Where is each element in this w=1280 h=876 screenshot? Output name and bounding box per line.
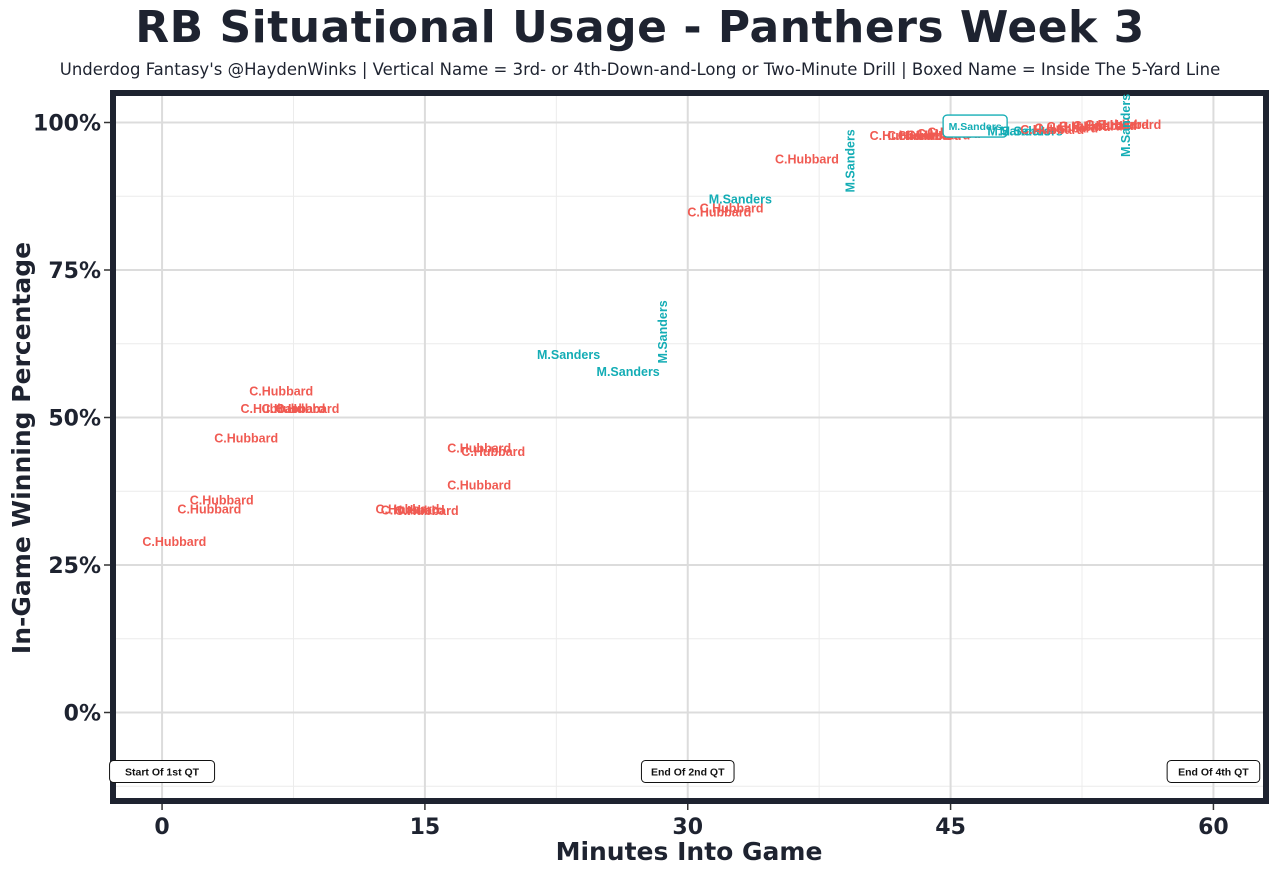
quarter-annotation-box: [109, 760, 216, 783]
point-label: M.Sanders: [844, 129, 858, 192]
point-label: C.Hubbard: [461, 445, 525, 459]
x-tick-label: 0: [154, 815, 169, 840]
point-label-box: [942, 114, 1008, 138]
point-label: C.Hubbard: [687, 206, 751, 220]
point-label: C.Hubbard: [887, 129, 951, 143]
point-label: C.Hubbard: [276, 402, 340, 416]
point-label: C.Hubbard: [249, 384, 313, 398]
point-label: C.Hubbard: [241, 402, 305, 416]
chart-title: RB Situational Usage - Panthers Week 3: [135, 2, 1145, 53]
grid-lines: [113, 93, 1266, 801]
quarter-annotation-box: [640, 760, 735, 783]
point-label: C.Hubbard: [1097, 118, 1161, 132]
point-label: C.Hubbard: [177, 502, 241, 516]
point-label: C.Hubbard: [1085, 118, 1149, 132]
point-label: C.Hubbard: [447, 478, 511, 492]
point-label: C.Hubbard: [1034, 121, 1098, 135]
panel-border: [110, 90, 1269, 804]
x-tick-label: 30: [672, 815, 703, 840]
y-tick-label: 25%: [48, 554, 101, 579]
quarter-annotation-label: End Of 4th QT: [1178, 767, 1249, 779]
chart-subtitle: Underdog Fantasy's @HaydenWinks | Vertic…: [59, 60, 1221, 79]
y-tick-label: 100%: [33, 112, 101, 137]
axis-ticks: 0 15 30 45 60 0% 25% 50% 75% 100%: [33, 112, 1229, 841]
point-label: C.Hubbard: [870, 129, 934, 143]
quarter-annotation-label: End Of 2nd QT: [651, 767, 725, 779]
point-label: M.Sanders: [1119, 94, 1133, 157]
point-label: M.Sanders: [656, 300, 670, 363]
point-label: C.Hubbard: [395, 504, 459, 518]
point-label: C.Hubbard: [190, 494, 254, 508]
y-tick-label: 50%: [48, 407, 101, 432]
point-label: C.Hubbard: [1020, 123, 1084, 137]
quarter-annotation-box: [1166, 760, 1261, 783]
point-label: C.Hubbard: [142, 535, 206, 549]
point-label: M.Sanders: [537, 348, 600, 362]
point-label: C.Hubbard: [700, 202, 764, 216]
quarter-annotations: Start Of 1st QT End Of 2nd QT End Of 4th Q…: [109, 760, 1261, 783]
quarter-annotation-label: Start Of 1st QT: [125, 767, 200, 779]
x-tick-label: 45: [935, 815, 966, 840]
point-label: C.Hubbard: [262, 402, 326, 416]
y-tick-label: 0%: [64, 702, 101, 727]
x-tick-label: 60: [1198, 815, 1229, 840]
point-label: C.Hubbard: [1059, 120, 1123, 134]
point-label: M.Sanders: [709, 193, 772, 207]
point-label: C.Hubbard: [1047, 120, 1111, 134]
point-label: C.Hubbard: [214, 432, 278, 446]
data-labels: C.HubbardC.HubbardC.HubbardC.HubbardC.Hu…: [142, 94, 1161, 549]
y-axis-title: In-Game Winning Percentage: [7, 242, 36, 654]
point-label: C.Hubbard: [447, 442, 511, 456]
x-axis-title: Minutes Into Game: [556, 837, 823, 866]
point-label: C.Hubbard: [381, 504, 445, 518]
point-label: M.Sanders: [597, 365, 660, 379]
point-label: M.Sanders: [949, 121, 1002, 133]
y-tick-label: 75%: [48, 259, 101, 284]
point-label: M.Sanders: [987, 124, 1050, 138]
point-label: C.Hubbard: [1073, 119, 1137, 133]
point-label: C.Hubbard: [775, 153, 839, 167]
x-tick-label: 15: [410, 815, 441, 840]
point-label: C.Hubbard: [375, 502, 439, 516]
point-label: M.Sanders: [1000, 124, 1063, 138]
